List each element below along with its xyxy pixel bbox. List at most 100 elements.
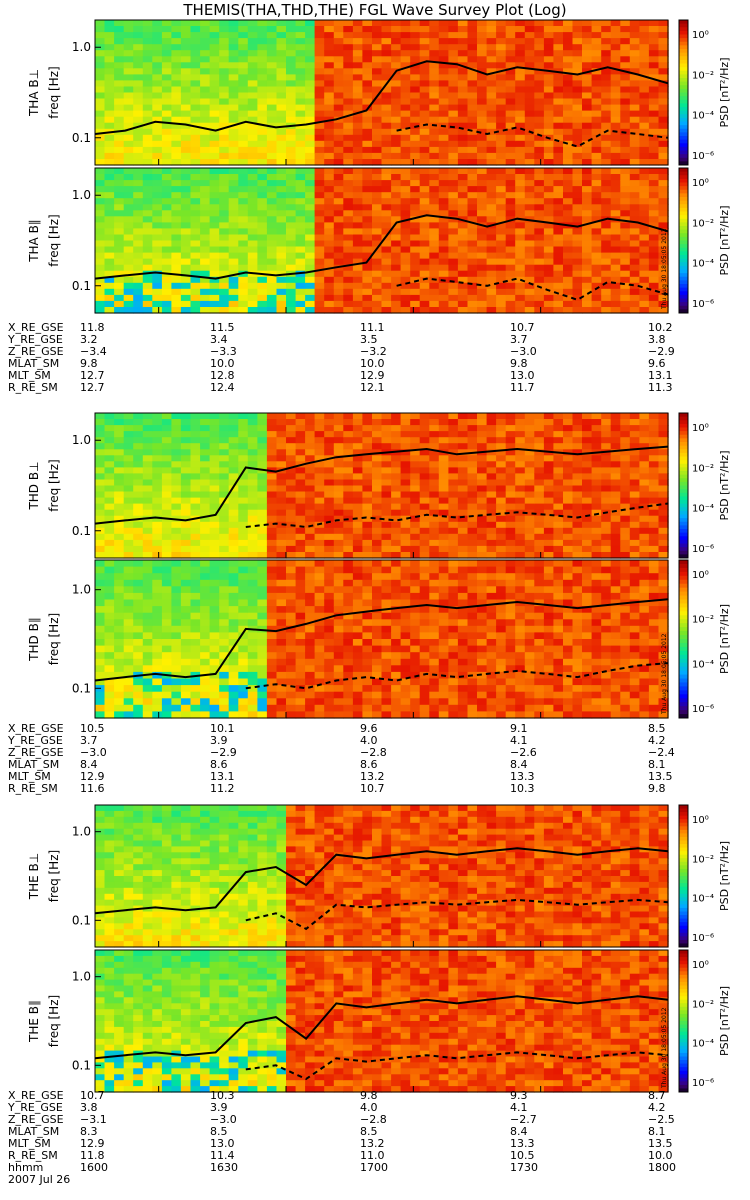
spectrogram-cell <box>133 168 144 175</box>
spectrogram-cell <box>352 134 364 142</box>
spectrogram-cell <box>180 552 192 559</box>
spectrogram-cell <box>515 32 526 39</box>
spectrogram-cell <box>171 652 182 660</box>
spectrogram-cell <box>152 552 163 559</box>
spectrogram-cell <box>257 26 268 33</box>
spectrogram-cell <box>362 491 373 499</box>
spectrogram-cell <box>295 204 306 211</box>
spectrogram-cell <box>448 545 459 553</box>
spectrogram-cell <box>180 116 192 124</box>
spectrogram-cell <box>467 491 478 499</box>
spectrogram-cell <box>133 228 144 235</box>
spectrogram-cell <box>200 579 211 587</box>
spectrogram-cell <box>639 307 650 314</box>
spectrogram-cell <box>266 270 278 278</box>
spectrogram-cell <box>123 276 134 284</box>
spectrogram-cell <box>410 443 421 450</box>
spectrogram-cell <box>142 258 153 266</box>
spectrogram-cell <box>563 192 574 199</box>
spectrogram-cell <box>266 186 278 193</box>
spectrogram-cell <box>639 431 650 438</box>
spectrogram-cell <box>362 288 373 296</box>
spectrogram-cell <box>238 619 249 627</box>
spectrogram-cell <box>257 140 268 148</box>
spectrogram-cell <box>658 128 669 136</box>
spectrogram-cell <box>190 159 201 166</box>
spectrogram-cell <box>438 44 449 51</box>
spectrogram-cell <box>104 592 115 601</box>
spectrogram-cell <box>457 180 469 187</box>
spectrogram-cell <box>477 122 488 130</box>
spectrogram-cell <box>238 545 249 553</box>
spectrogram-cell <box>467 192 478 199</box>
spectrogram-cell <box>200 467 211 474</box>
spectrogram-cell <box>563 98 574 106</box>
spectrogram-cell <box>200 110 211 118</box>
spectrogram-cell <box>314 80 325 87</box>
spectrogram-cell <box>496 294 507 302</box>
spectrogram-cell <box>400 92 411 100</box>
spectrogram-cell <box>152 413 163 420</box>
spectrogram-cell <box>582 104 593 112</box>
spectrogram-cell <box>563 258 574 266</box>
spectrogram-cell <box>238 485 249 493</box>
spectrogram-cell <box>247 80 258 87</box>
spectrogram-cell <box>152 539 163 547</box>
spectrogram-cell <box>448 222 459 229</box>
spectrogram-cell <box>123 419 134 426</box>
spectrogram-cell <box>142 419 153 426</box>
spectrogram-cell <box>429 533 440 541</box>
spectrogram-cell <box>161 606 173 614</box>
spectrogram-cell <box>391 307 402 314</box>
spectrogram-cell <box>591 270 602 278</box>
spectrogram-cell <box>496 198 507 205</box>
spectrogram-cell <box>524 521 535 529</box>
spectrogram-cell <box>477 168 488 175</box>
spectrogram-cell <box>247 573 258 581</box>
spectrogram-cell <box>543 62 555 69</box>
spectrogram-cell <box>648 270 660 278</box>
spectrogram-cell <box>314 282 325 290</box>
spectrogram-cell <box>362 50 373 57</box>
spectrogram-cell <box>152 198 163 205</box>
spectrogram-cell <box>228 691 239 699</box>
spectrogram-cell <box>295 503 306 511</box>
spectrogram-cell <box>161 276 173 284</box>
spectrogram-cell <box>591 210 602 217</box>
spectrogram-cell <box>190 20 201 27</box>
spectrogram-cell <box>95 521 106 529</box>
spectrogram-cell <box>133 419 144 426</box>
spectrogram-cell <box>620 258 631 266</box>
spectrogram-cell <box>553 180 564 187</box>
spectrogram-cell <box>496 86 507 94</box>
spectrogram-cell <box>247 566 258 574</box>
spectrogram-cell <box>238 288 249 296</box>
spectrogram-cell <box>658 288 669 296</box>
spectrogram-cell <box>467 539 478 547</box>
spectrogram-cell <box>448 98 459 106</box>
spectrogram-cell <box>219 168 230 175</box>
spectrogram-cell <box>553 62 564 69</box>
colorbar-segment <box>679 449 688 454</box>
spectrogram-cell <box>486 497 497 505</box>
spectrogram-cell <box>419 104 430 112</box>
spectrogram-cell <box>209 545 220 553</box>
spectrogram-cell <box>266 632 278 640</box>
spectrogram-cell <box>639 62 650 69</box>
spectrogram-cell <box>563 252 574 260</box>
spectrogram-cell <box>629 539 640 547</box>
spectrogram-cell <box>305 228 316 235</box>
spectrogram-cell <box>438 307 449 314</box>
spectrogram-cell <box>610 146 621 154</box>
spectrogram-cell <box>228 246 239 254</box>
spectrogram-cell <box>286 240 297 248</box>
spectrogram-cell <box>114 300 125 308</box>
spectrogram-cell <box>400 455 411 462</box>
spectrogram-cell <box>247 652 258 660</box>
spectrogram-cell <box>209 56 220 63</box>
spectrogram-cell <box>429 282 440 290</box>
spectrogram-cell <box>152 606 163 614</box>
spectrogram-cell <box>610 240 621 248</box>
spectrogram-cell <box>591 527 602 535</box>
spectrogram-cell <box>200 62 211 69</box>
